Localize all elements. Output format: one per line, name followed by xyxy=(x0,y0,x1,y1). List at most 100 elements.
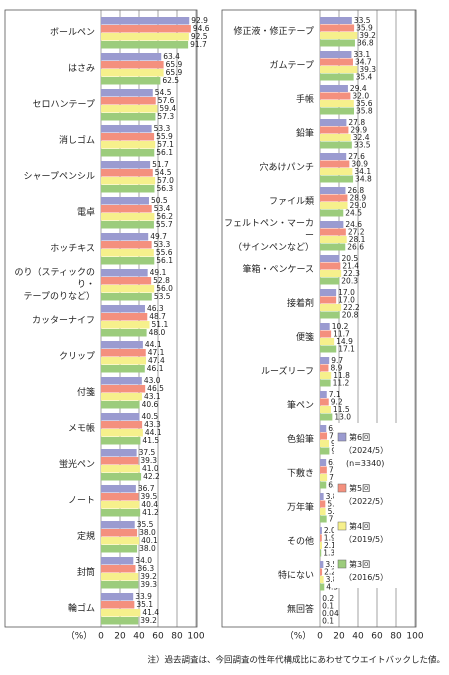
value-label: 27.2 xyxy=(348,227,365,236)
x-tick-label: 40 xyxy=(352,632,364,642)
x-axis-label: （%） xyxy=(285,631,312,642)
category-label: 定規 xyxy=(76,532,95,542)
value-label: 38.0 xyxy=(139,528,156,537)
value-label: 51.7 xyxy=(152,160,169,169)
value-label: 38.0 xyxy=(139,544,156,553)
bar xyxy=(101,457,139,465)
category-label: シャープペンシル xyxy=(23,172,95,182)
bar xyxy=(101,141,156,149)
value-label: 9.2 xyxy=(331,397,343,406)
x-tick-label: 0 xyxy=(98,632,104,642)
bar xyxy=(101,177,156,185)
value-label: 39.3 xyxy=(140,580,157,589)
value-label: 40.6 xyxy=(142,400,159,409)
value-label: 21.4 xyxy=(342,261,359,270)
value-label: 41.4 xyxy=(142,608,159,617)
bar xyxy=(101,89,153,97)
category-label: 色鉛筆 xyxy=(286,435,314,445)
value-label: 32.4 xyxy=(353,133,370,142)
x-tick-label: 80 xyxy=(171,632,183,642)
value-label: 33.5 xyxy=(354,140,371,149)
bar xyxy=(320,459,327,466)
bar xyxy=(320,391,327,398)
category-label: 手帳 xyxy=(295,95,314,105)
value-label: 53.5 xyxy=(154,292,171,301)
bar xyxy=(101,365,145,373)
value-label: 24.5 xyxy=(345,208,362,217)
value-label: 43.3 xyxy=(144,420,161,429)
value-label: 33.5 xyxy=(354,16,371,25)
bar xyxy=(320,493,324,500)
value-label: 26.8 xyxy=(347,186,364,195)
value-label: 22.3 xyxy=(343,269,360,278)
bar xyxy=(320,508,326,515)
x-tick-label: 20 xyxy=(333,632,345,642)
category-label: クリップ xyxy=(58,352,95,362)
value-label: 35.5 xyxy=(137,520,154,529)
bar xyxy=(320,262,341,270)
value-label: 41.5 xyxy=(142,436,159,445)
bar xyxy=(320,296,337,304)
value-label: 26.6 xyxy=(347,242,364,251)
category-label: 万年筆 xyxy=(286,503,314,513)
bar xyxy=(320,372,332,379)
bar xyxy=(101,293,152,301)
value-label: 20.8 xyxy=(342,310,359,319)
legend-period: （2024/5） xyxy=(344,446,389,455)
bar xyxy=(320,17,352,24)
value-label: 13.0 xyxy=(334,412,351,421)
value-label: 9.7 xyxy=(331,356,343,365)
bar xyxy=(101,77,161,85)
value-label: 51.1 xyxy=(152,320,169,329)
value-label: 54.5 xyxy=(155,88,172,97)
value-label: 40.1 xyxy=(141,536,158,545)
category-label: ホッチキス xyxy=(50,244,95,254)
bar xyxy=(101,133,155,141)
value-label: 2.0 xyxy=(324,526,336,535)
bar xyxy=(320,270,342,277)
value-label: 92.9 xyxy=(191,16,208,25)
bar xyxy=(101,449,137,457)
bar xyxy=(320,228,346,236)
bar xyxy=(320,100,354,107)
value-label: 11.7 xyxy=(333,329,350,338)
bar xyxy=(320,345,337,353)
value-label: 56.1 xyxy=(156,148,173,157)
value-label: 43.0 xyxy=(144,376,161,385)
value-label: 34.8 xyxy=(355,174,372,183)
bar xyxy=(101,269,148,277)
bar xyxy=(320,168,353,175)
value-label: 49.7 xyxy=(150,232,167,241)
bar xyxy=(320,474,328,481)
category-label: ノート xyxy=(67,496,95,506)
value-label: 22.2 xyxy=(343,303,360,312)
bar xyxy=(320,364,329,372)
value-label: 27.6 xyxy=(348,152,365,161)
legend-sample: (n=3340) xyxy=(346,459,385,468)
bar xyxy=(101,473,142,481)
category-label: 穴あけパンチ xyxy=(259,163,314,173)
value-label: 53.3 xyxy=(154,124,171,133)
value-label: 2.1 xyxy=(324,541,336,550)
value-label: 55.9 xyxy=(156,132,173,141)
bar xyxy=(320,243,346,251)
value-label: 36.3 xyxy=(137,564,154,573)
value-label: 91.7 xyxy=(190,40,207,49)
value-label: 40.4 xyxy=(141,500,158,509)
bar xyxy=(101,69,164,77)
bar xyxy=(320,119,347,126)
bar xyxy=(320,107,355,115)
bar xyxy=(101,429,143,437)
bar xyxy=(320,406,331,413)
category-label: 電卓 xyxy=(76,208,95,218)
bar xyxy=(101,285,155,293)
value-label: 17.0 xyxy=(338,295,355,304)
value-label: 39.3 xyxy=(140,456,157,465)
value-label: 5.6 xyxy=(327,499,339,508)
value-label: 11.5 xyxy=(333,405,350,414)
value-label: 17.0 xyxy=(338,288,355,297)
value-label: 47.1 xyxy=(148,348,165,357)
category-label: 鉛筆 xyxy=(295,129,314,139)
bar xyxy=(101,17,190,25)
bar xyxy=(101,581,139,589)
